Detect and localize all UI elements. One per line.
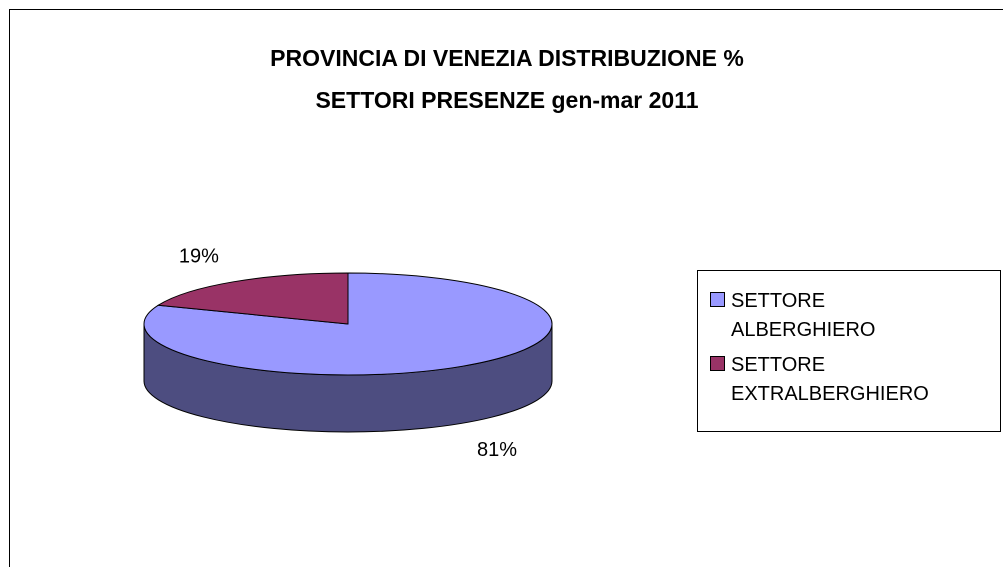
data-label: 81% <box>477 439 517 461</box>
legend-label: SETTORE EXTRALBERGHIERO <box>731 354 929 405</box>
legend-label: SETTORE ALBERGHIERO <box>731 290 876 341</box>
data-label: 19% <box>179 245 219 267</box>
legend-swatch <box>710 292 725 307</box>
legend-item: SETTORE ALBERGHIERO <box>710 287 1000 345</box>
legend-swatch <box>710 356 725 371</box>
slice <box>156 272 349 325</box>
legend: SETTORE ALBERGHIERO SETTORE EXTRALBERGHIE… <box>697 270 1001 432</box>
legend-item: SETTORE EXTRALBERGHIERO <box>710 351 1000 409</box>
chart-title: SETTORI PRESENZE gen-mar 2011 <box>315 87 698 113</box>
chart-title: PROVINCIA DI VENEZIA DISTRIBUZIONE % <box>270 45 744 71</box>
